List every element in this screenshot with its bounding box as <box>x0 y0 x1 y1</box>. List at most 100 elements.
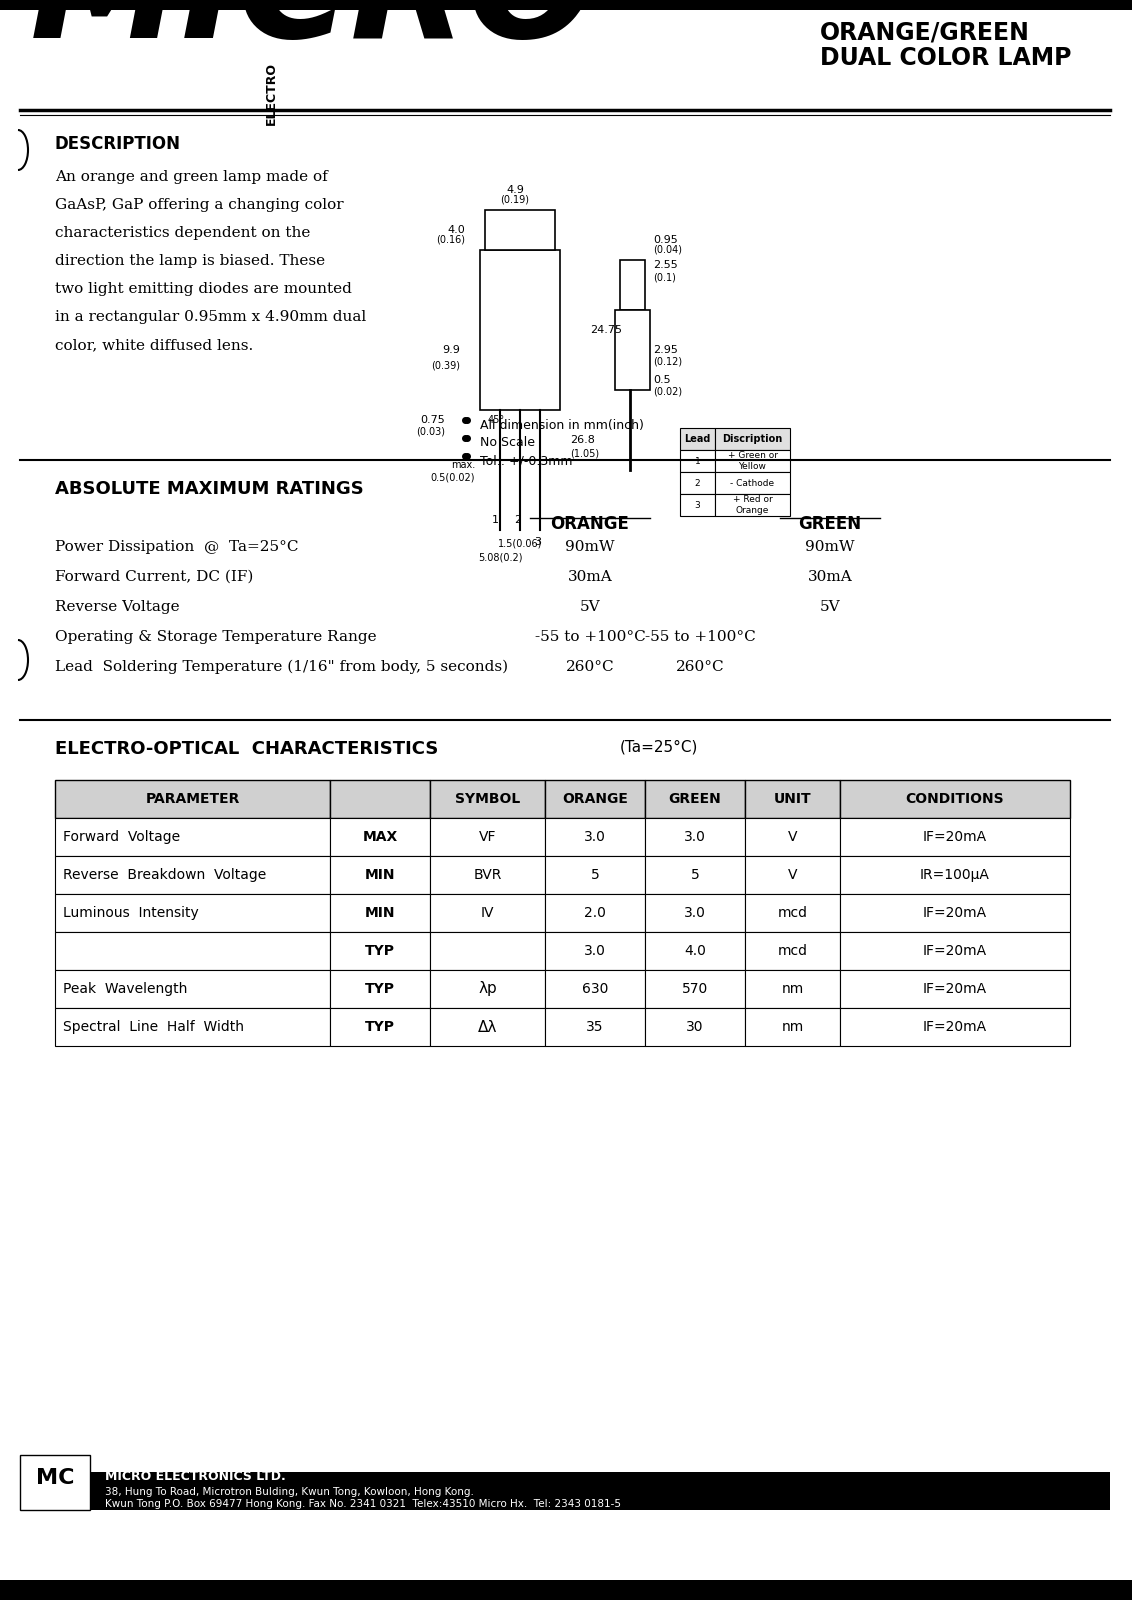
Text: (0.04): (0.04) <box>653 245 681 254</box>
Text: 3.0: 3.0 <box>584 830 606 845</box>
Text: IF=20mA: IF=20mA <box>923 906 987 920</box>
Bar <box>645 1008 745 1046</box>
Text: Δλ: Δλ <box>478 1019 497 1035</box>
Text: Spectral  Line  Half  Width: Spectral Line Half Width <box>63 1021 245 1034</box>
Text: (0.02): (0.02) <box>653 387 683 397</box>
Text: - Cathode: - Cathode <box>730 478 774 488</box>
Bar <box>480 250 560 410</box>
Text: VF: VF <box>479 830 496 845</box>
Bar <box>544 781 645 818</box>
Text: 2.95: 2.95 <box>653 346 678 355</box>
Text: 1: 1 <box>491 515 498 525</box>
Bar <box>331 931 430 970</box>
Text: Peak  Wavelength: Peak Wavelength <box>63 982 188 995</box>
Text: 3.0: 3.0 <box>684 830 706 845</box>
Bar <box>430 1008 544 1046</box>
Bar <box>55 781 331 818</box>
Text: 630: 630 <box>582 982 608 995</box>
Text: (1.05): (1.05) <box>571 448 599 458</box>
Text: TYP: TYP <box>365 982 395 995</box>
Bar <box>55 894 331 931</box>
Text: MICRO ELECTRONICS LTD.: MICRO ELECTRONICS LTD. <box>105 1469 285 1483</box>
Text: (0.39): (0.39) <box>431 360 460 370</box>
Text: V: V <box>788 830 797 845</box>
Bar <box>745 1008 840 1046</box>
Text: 3: 3 <box>695 501 701 509</box>
Bar <box>20 1472 1110 1510</box>
Text: ABSOLUTE MAXIMUM RATINGS: ABSOLUTE MAXIMUM RATINGS <box>55 480 363 498</box>
Text: 5: 5 <box>691 867 700 882</box>
Bar <box>840 931 1070 970</box>
Text: (0.03): (0.03) <box>415 427 445 437</box>
Text: 90mW: 90mW <box>805 541 855 554</box>
Text: 4.0: 4.0 <box>684 944 706 958</box>
Text: 0.5(0.02): 0.5(0.02) <box>430 472 475 482</box>
Bar <box>544 856 645 894</box>
Bar <box>715 494 790 515</box>
Text: MC: MC <box>36 1469 75 1488</box>
Text: direction the lamp is biased. These: direction the lamp is biased. These <box>55 254 325 267</box>
Bar <box>745 781 840 818</box>
Bar <box>715 427 790 450</box>
Bar <box>745 818 840 856</box>
Bar <box>645 818 745 856</box>
Text: GREEN: GREEN <box>798 515 861 533</box>
Bar <box>620 259 645 310</box>
Text: All dimension in mm(inch): All dimension in mm(inch) <box>480 419 644 432</box>
Text: 5V: 5V <box>580 600 600 614</box>
Text: 4.0: 4.0 <box>447 226 465 235</box>
Bar <box>331 818 430 856</box>
Text: GREEN: GREEN <box>669 792 721 806</box>
Text: IV: IV <box>481 906 495 920</box>
Bar <box>645 856 745 894</box>
Bar <box>544 970 645 1008</box>
Text: characteristics dependent on the: characteristics dependent on the <box>55 226 310 240</box>
Text: Operating & Storage Temperature Range: Operating & Storage Temperature Range <box>55 630 377 643</box>
Text: Power Dissipation  @  Ta=25°C: Power Dissipation @ Ta=25°C <box>55 541 299 554</box>
Text: 0.5: 0.5 <box>653 374 670 386</box>
Bar <box>331 970 430 1008</box>
Bar <box>331 894 430 931</box>
Text: Luminous  Intensity: Luminous Intensity <box>63 906 199 920</box>
Text: 1.5(0.06): 1.5(0.06) <box>498 538 542 547</box>
Text: 45°: 45° <box>488 414 505 426</box>
Text: 5: 5 <box>591 867 599 882</box>
Bar <box>55 818 331 856</box>
Text: + Green or
Yellow: + Green or Yellow <box>728 451 778 470</box>
Bar <box>715 450 790 472</box>
Text: Forward  Voltage: Forward Voltage <box>63 830 180 845</box>
Text: 4.9: 4.9 <box>506 186 524 195</box>
Text: Tol.: +/-0.3mm: Tol.: +/-0.3mm <box>480 454 573 467</box>
Bar <box>484 210 555 250</box>
Text: 5.08(0.2): 5.08(0.2) <box>478 552 522 562</box>
Text: MIN: MIN <box>365 867 395 882</box>
Text: mcd: mcd <box>778 944 807 958</box>
Text: Reverse Voltage: Reverse Voltage <box>55 600 180 614</box>
Text: (0.19): (0.19) <box>500 195 530 205</box>
Text: 3.0: 3.0 <box>584 944 606 958</box>
Bar <box>331 1008 430 1046</box>
Bar <box>840 856 1070 894</box>
Text: 3.0: 3.0 <box>684 906 706 920</box>
Bar <box>0 0 1132 10</box>
Bar <box>645 894 745 931</box>
Text: 2: 2 <box>514 515 522 525</box>
Text: two light emitting diodes are mounted: two light emitting diodes are mounted <box>55 282 352 296</box>
Bar <box>430 931 544 970</box>
Text: Lead  Soldering Temperature (1/16" from body, 5 seconds): Lead Soldering Temperature (1/16" from b… <box>55 659 508 674</box>
Bar <box>55 970 331 1008</box>
Text: 90mW: 90mW <box>565 541 615 554</box>
Text: 24.75: 24.75 <box>590 325 621 334</box>
Text: + Red or
Orange: + Red or Orange <box>732 496 772 515</box>
Text: IF=20mA: IF=20mA <box>923 982 987 995</box>
Text: IR=100μA: IR=100μA <box>920 867 990 882</box>
Text: in a rectangular 0.95mm x 4.90mm dual: in a rectangular 0.95mm x 4.90mm dual <box>55 310 367 323</box>
Text: 26.8: 26.8 <box>571 435 595 445</box>
Text: 9.9: 9.9 <box>443 346 460 355</box>
Bar <box>544 818 645 856</box>
Text: DESCRIPTION: DESCRIPTION <box>55 134 181 154</box>
Text: MICRO: MICRO <box>31 0 599 70</box>
Text: MAX: MAX <box>362 830 397 845</box>
Text: 2.55: 2.55 <box>653 259 678 270</box>
Bar <box>745 931 840 970</box>
